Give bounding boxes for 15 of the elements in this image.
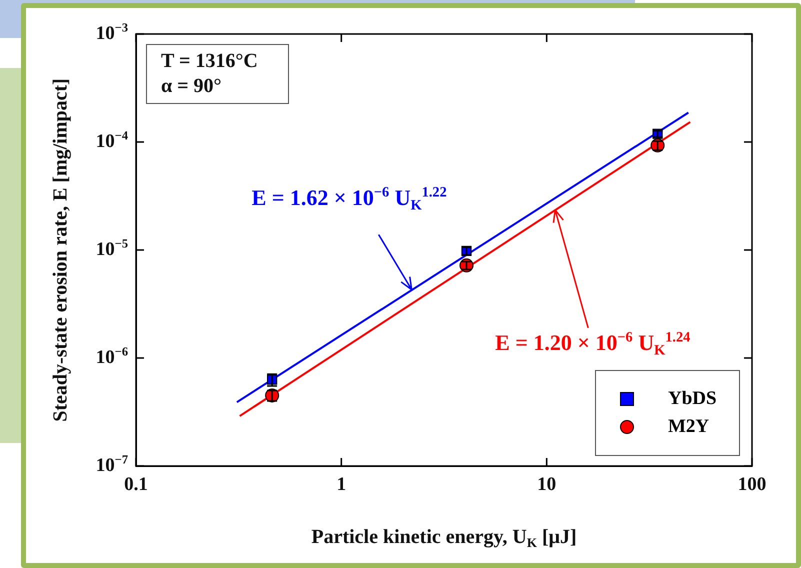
x-tick-label: 100 bbox=[738, 474, 766, 496]
y-axis-title: Steady-state erosion rate, E [mg/impact] bbox=[50, 78, 72, 422]
y-tick-label: 10$^{−5}$ bbox=[96, 236, 128, 261]
y-tick-label: 10$^{−3}$ bbox=[96, 20, 128, 45]
annotation: T = 1316°C bbox=[161, 50, 258, 72]
y-tick-label: 10$^{−4}$ bbox=[96, 128, 128, 153]
y-tick-label: 10$^{−6}$ bbox=[96, 344, 128, 369]
x-tick-label: 0.1 bbox=[124, 474, 148, 496]
x-tick-label: 10 bbox=[537, 474, 556, 496]
legend-label: YbDS bbox=[668, 388, 717, 410]
legend-label: M2Y bbox=[668, 416, 710, 438]
x-tick-label: 1 bbox=[336, 474, 346, 496]
x-axis-title: Particle kinetic energy, U$_{K}$ [μJ] bbox=[311, 526, 577, 550]
annotation: α = 90° bbox=[161, 75, 222, 97]
y-tick-label: 10$^{−7}$ bbox=[96, 452, 128, 476]
